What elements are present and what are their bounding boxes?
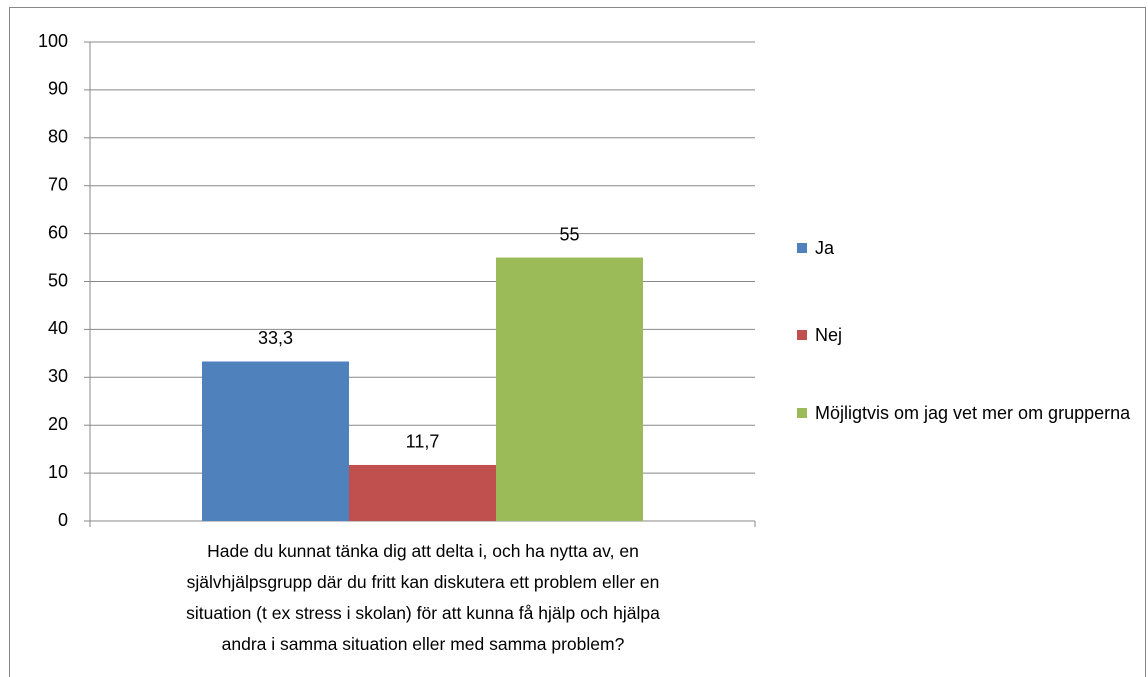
data-label: 11,7 [406, 432, 440, 452]
y-tick-label: 100 [38, 31, 68, 51]
chart-frame [9, 7, 1146, 677]
y-tick-label: 60 [48, 222, 68, 242]
y-tick-label: 20 [48, 414, 68, 434]
y-tick-label: 50 [48, 270, 68, 290]
x-category-label: Hade du kunnat tänka dig att delta i, oc… [186, 541, 660, 654]
y-tick-label: 10 [48, 462, 68, 482]
legend-swatch [797, 243, 807, 253]
data-label: 55 [559, 224, 579, 244]
legend-swatch [797, 408, 807, 418]
bar [349, 464, 496, 521]
y-tick-label: 0 [58, 510, 68, 530]
data-label: 33,3 [258, 328, 293, 348]
y-tick-label: 70 [48, 174, 68, 194]
y-tick-label: 40 [48, 318, 68, 338]
legend-swatch [797, 330, 807, 340]
legend-label: Ja [815, 238, 835, 258]
bar [496, 257, 643, 521]
bar [202, 361, 349, 521]
legend-label: Nej [815, 325, 843, 345]
y-tick-label: 80 [48, 127, 68, 147]
y-tick-label: 90 [48, 79, 68, 99]
legend-label: Möjligtvis om jag vet mer om grupperna [815, 403, 1131, 423]
y-tick-label: 30 [48, 366, 68, 386]
